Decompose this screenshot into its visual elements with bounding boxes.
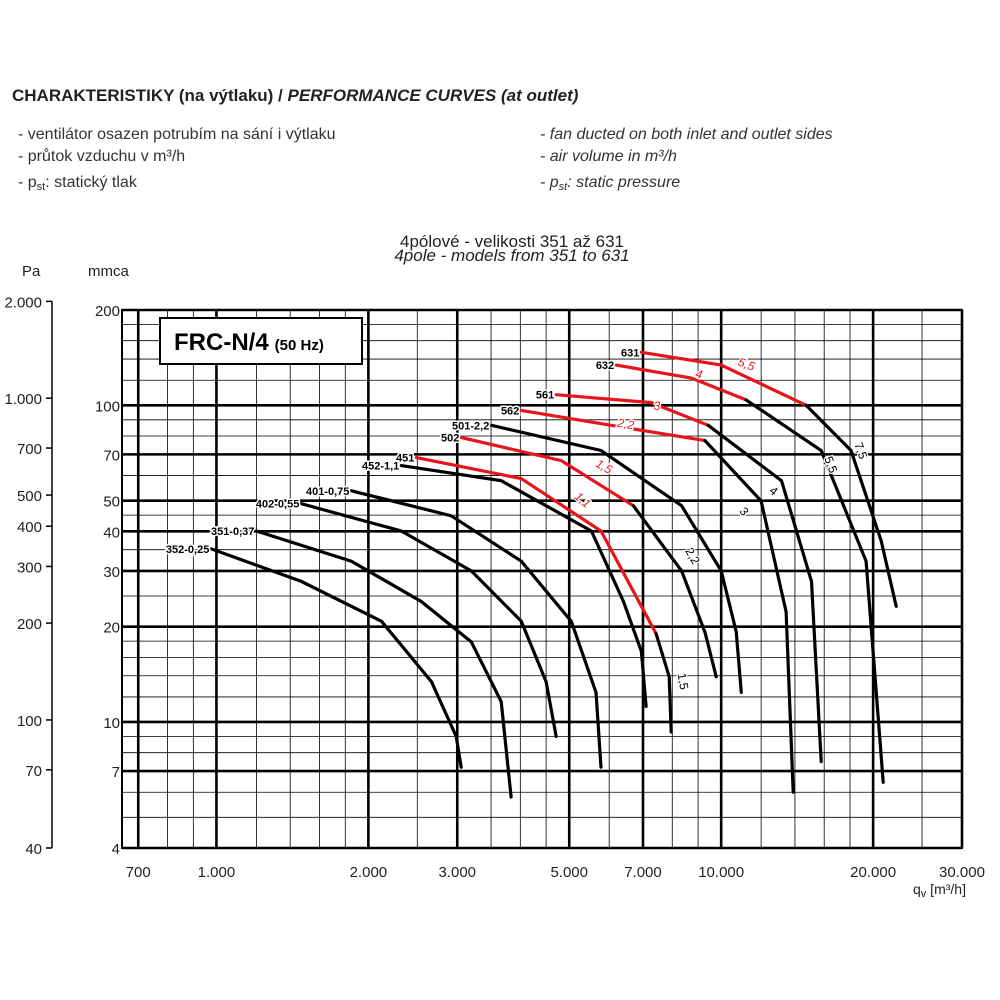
fan-curve bbox=[399, 464, 648, 708]
x-tick-label: 1.000 bbox=[198, 864, 236, 881]
x-tick-label: 2.000 bbox=[350, 864, 388, 881]
y-tick-label: 7 bbox=[112, 764, 120, 781]
x-tick-label: 30.000 bbox=[939, 864, 985, 881]
y2-tick-label: 100 bbox=[17, 713, 42, 730]
fan-curve bbox=[254, 529, 513, 799]
y-tick-label: 4 bbox=[112, 841, 120, 858]
curve-label: 351-0,37 bbox=[211, 526, 254, 538]
fan-curve bbox=[489, 423, 743, 694]
y-tick-label: 40 bbox=[103, 524, 120, 541]
title-en: PERFORMANCE CURVES (at outlet) bbox=[287, 86, 579, 105]
x-label-text: [m³/h] bbox=[926, 881, 966, 897]
y-tick-label: 100 bbox=[95, 398, 120, 415]
note: - pst: static pressure bbox=[540, 174, 680, 193]
x-tick-label: 5.000 bbox=[550, 864, 588, 881]
curve-label: 502 bbox=[441, 433, 459, 445]
motor-power-label: 5,5 bbox=[736, 355, 757, 374]
note-text: : statický tlak bbox=[45, 174, 137, 191]
fan-curve bbox=[631, 504, 718, 679]
x-axis-label: qv [m³/h] bbox=[913, 881, 966, 900]
motor-power-label: 3 bbox=[737, 504, 752, 518]
x-label-sub: v bbox=[920, 888, 927, 900]
y2-tick-label: 2.000 bbox=[4, 294, 42, 311]
note: - fan ducted on both inlet and outlet si… bbox=[540, 126, 833, 143]
motor-power-label: 3 bbox=[654, 399, 661, 413]
y-tick-label: 200 bbox=[95, 303, 120, 320]
curve-label: 451 bbox=[396, 453, 414, 465]
note-text: : static pressure bbox=[567, 174, 681, 191]
fan-curve bbox=[639, 350, 808, 407]
y-tick-label: 70 bbox=[103, 447, 120, 464]
y-tick-label: 30 bbox=[103, 564, 120, 581]
fan-curve bbox=[654, 632, 673, 734]
motor-power-label: 7,5 bbox=[851, 440, 870, 461]
curve-label: 352-0,25 bbox=[166, 544, 209, 556]
y2-tick-label: 200 bbox=[17, 616, 42, 633]
fan-curve bbox=[744, 398, 885, 784]
curve-label: 561 bbox=[536, 390, 554, 402]
y-tick-label: 20 bbox=[103, 620, 120, 637]
y2-tick-label: 500 bbox=[17, 488, 42, 505]
motor-power-label: 4 bbox=[767, 483, 781, 498]
curve-label: 401-0,75 bbox=[306, 486, 349, 498]
y-tick-label: 50 bbox=[103, 494, 120, 511]
curve-label: 501-2,2 bbox=[452, 420, 489, 432]
x-tick-label: 10.000 bbox=[698, 864, 744, 881]
fan-curve bbox=[614, 363, 748, 402]
note: - pst: statický tlak bbox=[18, 174, 137, 193]
fan-curve bbox=[209, 547, 463, 769]
fan-curve bbox=[299, 502, 558, 739]
curve-label: 631 bbox=[621, 347, 639, 359]
x-label-symbol: q bbox=[913, 881, 921, 897]
y-axis-label: mmca bbox=[88, 263, 129, 280]
y2-tick-label: 40 bbox=[25, 841, 42, 858]
model-label: FRC-N/4 (50 Hz) bbox=[174, 329, 324, 356]
note: - průtok vzduchu v m³/h bbox=[18, 148, 186, 165]
fan-curve bbox=[554, 393, 710, 427]
x-tick-label: 7.000 bbox=[624, 864, 662, 881]
y2-tick-label: 70 bbox=[25, 763, 42, 780]
note-sub: st bbox=[558, 181, 568, 193]
y-tick-label: 10 bbox=[103, 715, 120, 732]
note-text: - p bbox=[18, 174, 37, 191]
note-text: - p bbox=[540, 174, 559, 191]
y2-tick-label: 1.000 bbox=[4, 391, 42, 408]
fan-curve bbox=[459, 436, 635, 508]
note-sub: st bbox=[36, 181, 46, 193]
y2-tick-label: 700 bbox=[17, 441, 42, 458]
fan-curve bbox=[414, 456, 658, 636]
curve-label: 632 bbox=[596, 360, 614, 372]
fan-curve bbox=[519, 408, 707, 443]
y2-tick-label: 300 bbox=[17, 559, 42, 576]
subtitle: 4pole - models from 351 to 631 bbox=[394, 246, 630, 265]
plot-frame bbox=[121, 309, 963, 849]
model-name: FRC-N/4 bbox=[174, 329, 269, 356]
curve-label: 402-0,55 bbox=[256, 499, 299, 511]
title: CHARAKTERISTIKY (na výtlaku) / PERFORMAN… bbox=[12, 86, 578, 106]
model-note: (50 Hz) bbox=[275, 337, 324, 354]
fan-curve bbox=[703, 439, 795, 794]
note: - ventilátor osazen potrubím na sání i v… bbox=[18, 126, 336, 143]
fan-curve bbox=[706, 423, 823, 764]
curve-label: 562 bbox=[501, 405, 519, 417]
motor-power-label: 4 bbox=[694, 367, 704, 382]
subtitle: 4pólové - velikosti 351 až 631 bbox=[400, 232, 624, 251]
motor-power-label: 2,2 bbox=[615, 416, 635, 433]
title-cz: CHARAKTERISTIKY (na výtlaku) / bbox=[12, 86, 288, 105]
fan-curve bbox=[804, 403, 898, 608]
note: - air volume in m³/h bbox=[540, 148, 677, 165]
curve-label: 452-1,1 bbox=[362, 461, 399, 473]
y2-tick-label: 400 bbox=[17, 519, 42, 536]
fan-curve bbox=[349, 489, 603, 769]
motor-power-label: 1,5 bbox=[675, 672, 692, 691]
model-box bbox=[159, 317, 363, 365]
motor-power-label: 2,2 bbox=[682, 545, 703, 567]
y2-axis-label: Pa bbox=[22, 263, 41, 280]
x-tick-label: 700 bbox=[126, 864, 151, 881]
motor-power-label: 1,1 bbox=[572, 489, 594, 510]
x-tick-label: 20.000 bbox=[850, 864, 896, 881]
x-tick-label: 3.000 bbox=[438, 864, 476, 881]
